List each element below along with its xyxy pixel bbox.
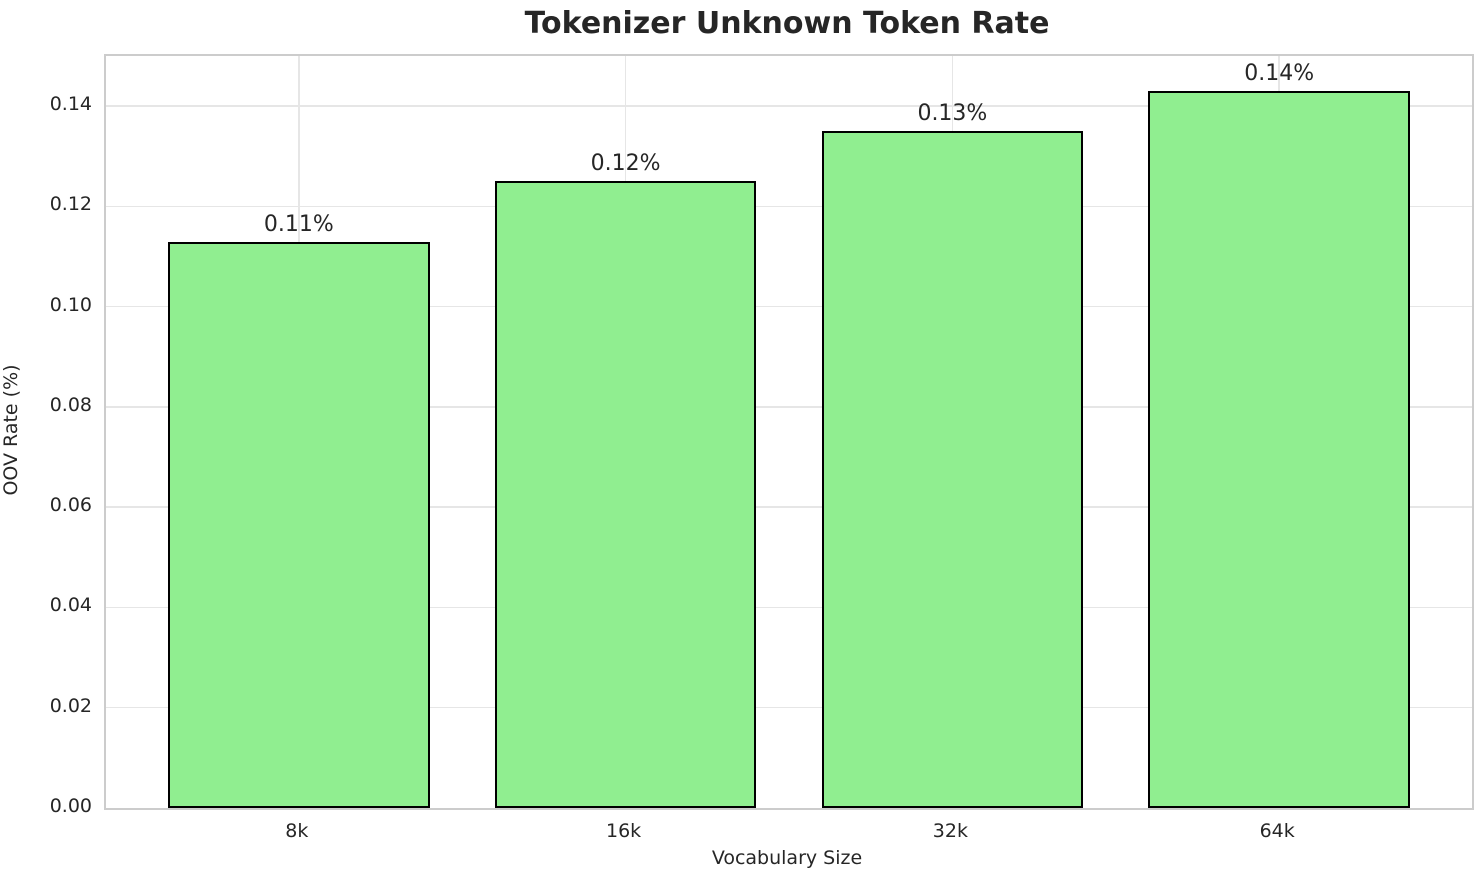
y-axis-label: OOV Rate (%) — [0, 364, 22, 496]
y-gridline — [106, 506, 1472, 508]
bar-value-label: 0.13% — [917, 101, 988, 127]
bar — [168, 241, 430, 808]
bar-value-label: 0.12% — [590, 151, 661, 177]
bar-value-label: 0.11% — [263, 211, 334, 237]
y-gridline — [106, 205, 1472, 208]
y-tick-label: 0.08 — [49, 393, 92, 416]
plot-area: 0.11% 0.12% 0.13% 0.14% — [104, 54, 1474, 810]
y-gridline — [106, 706, 1472, 709]
y-tick-label: 0.12 — [49, 193, 92, 216]
bar — [1148, 91, 1410, 808]
chart-title: Tokenizer Unknown Token Rate — [524, 6, 1050, 41]
bar — [821, 131, 1084, 808]
y-tick-label: 0.10 — [49, 293, 92, 316]
x-tick-label: 8k — [285, 820, 309, 842]
y-tick-label: 0.00 — [49, 795, 92, 817]
y-gridline — [106, 406, 1472, 408]
x-axis-label: Vocabulary Size — [711, 847, 863, 869]
y-tick-label: 0.04 — [49, 594, 92, 617]
y-gridline — [106, 105, 1472, 107]
x-tick-label: 32k — [932, 820, 968, 842]
x-tick-label: 16k — [606, 820, 642, 842]
bar — [494, 181, 757, 808]
y-gridline — [106, 305, 1472, 308]
y-gridline — [106, 606, 1472, 609]
y-tick-label: 0.14 — [49, 93, 92, 116]
bar-value-label: 0.14% — [1244, 61, 1315, 87]
y-tick-label: 0.06 — [49, 494, 92, 517]
x-tick-label: 64k — [1259, 820, 1295, 842]
y-tick-label: 0.02 — [49, 694, 92, 717]
